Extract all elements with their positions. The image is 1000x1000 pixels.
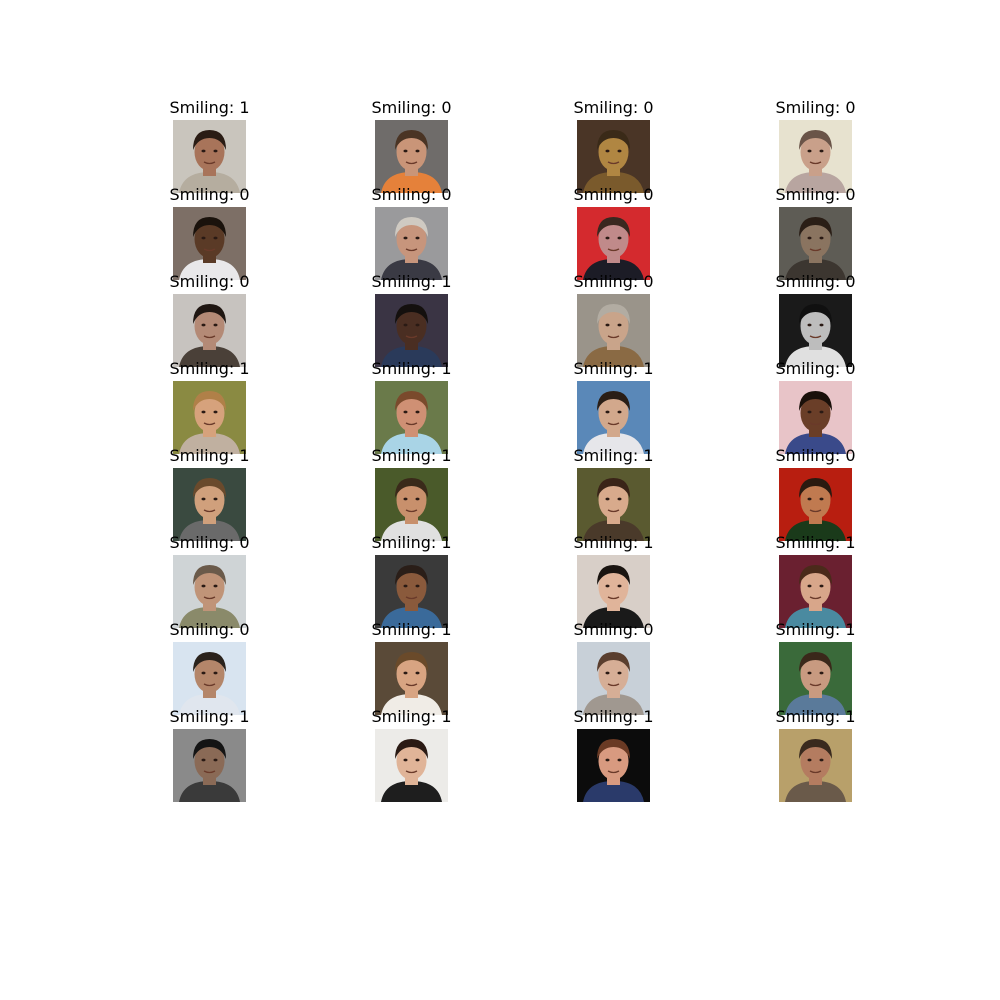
smiling-label: Smiling: 0 bbox=[573, 620, 654, 639]
face-photo bbox=[577, 468, 650, 541]
face-tile bbox=[173, 381, 246, 454]
smiling-label: Smiling: 0 bbox=[371, 185, 452, 204]
face-tile bbox=[779, 555, 852, 628]
smiling-label: Smiling: 1 bbox=[169, 98, 250, 117]
smiling-label: Smiling: 1 bbox=[169, 707, 250, 726]
face-tile bbox=[173, 642, 246, 715]
face-tile bbox=[577, 294, 650, 367]
face-photo bbox=[375, 555, 448, 628]
face-tile bbox=[779, 729, 852, 802]
face-photo bbox=[577, 381, 650, 454]
smiling-label: Smiling: 1 bbox=[371, 359, 452, 378]
face-photo bbox=[375, 120, 448, 193]
face-photo bbox=[577, 729, 650, 802]
face-tile bbox=[375, 120, 448, 193]
face-tile bbox=[375, 294, 448, 367]
face-tile bbox=[173, 468, 246, 541]
face-tile bbox=[779, 381, 852, 454]
smiling-label: Smiling: 1 bbox=[775, 707, 856, 726]
face-photo bbox=[375, 294, 448, 367]
face-tile bbox=[173, 120, 246, 193]
smiling-label: Smiling: 0 bbox=[169, 185, 250, 204]
face-tile bbox=[779, 207, 852, 280]
face-tile bbox=[375, 207, 448, 280]
smiling-label: Smiling: 1 bbox=[371, 446, 452, 465]
face-photo bbox=[577, 555, 650, 628]
face-tile bbox=[577, 381, 650, 454]
smiling-label: Smiling: 0 bbox=[169, 620, 250, 639]
smiling-label: Smiling: 0 bbox=[169, 272, 250, 291]
smiling-label: Smiling: 1 bbox=[775, 620, 856, 639]
face-photo bbox=[779, 381, 852, 454]
face-photo bbox=[779, 120, 852, 193]
face-photo bbox=[173, 468, 246, 541]
face-tile bbox=[375, 555, 448, 628]
smiling-label: Smiling: 0 bbox=[371, 98, 452, 117]
smiling-label: Smiling: 0 bbox=[169, 533, 250, 552]
smiling-label: Smiling: 1 bbox=[371, 707, 452, 726]
smiling-label: Smiling: 0 bbox=[573, 98, 654, 117]
face-photo bbox=[173, 294, 246, 367]
face-tile bbox=[577, 729, 650, 802]
face-photo bbox=[375, 468, 448, 541]
face-photo bbox=[173, 729, 246, 802]
smiling-label: Smiling: 1 bbox=[371, 620, 452, 639]
smiling-label: Smiling: 0 bbox=[775, 446, 856, 465]
face-tile bbox=[779, 468, 852, 541]
smiling-label: Smiling: 0 bbox=[775, 359, 856, 378]
smiling-label: Smiling: 1 bbox=[573, 707, 654, 726]
smiling-label: Smiling: 1 bbox=[775, 533, 856, 552]
face-photo bbox=[779, 294, 852, 367]
smiling-label: Smiling: 0 bbox=[573, 185, 654, 204]
face-tile bbox=[577, 468, 650, 541]
smiling-label: Smiling: 0 bbox=[775, 185, 856, 204]
face-photo bbox=[173, 120, 246, 193]
face-tile bbox=[375, 468, 448, 541]
face-tile bbox=[375, 381, 448, 454]
face-tile bbox=[173, 555, 246, 628]
smiling-label: Smiling: 1 bbox=[573, 359, 654, 378]
smiling-label: Smiling: 1 bbox=[169, 359, 250, 378]
face-photo bbox=[577, 294, 650, 367]
face-photo bbox=[779, 207, 852, 280]
face-photo bbox=[577, 207, 650, 280]
smiling-label: Smiling: 1 bbox=[573, 446, 654, 465]
smiling-label: Smiling: 1 bbox=[371, 533, 452, 552]
face-tile bbox=[173, 729, 246, 802]
face-tile bbox=[375, 729, 448, 802]
face-tile bbox=[577, 207, 650, 280]
smiling-label: Smiling: 0 bbox=[775, 272, 856, 291]
face-tile bbox=[577, 120, 650, 193]
smiling-label: Smiling: 0 bbox=[775, 98, 856, 117]
smiling-label: Smiling: 1 bbox=[169, 446, 250, 465]
face-photo bbox=[375, 642, 448, 715]
smiling-label: Smiling: 0 bbox=[573, 272, 654, 291]
face-tile bbox=[577, 555, 650, 628]
face-photo bbox=[779, 468, 852, 541]
face-tile bbox=[779, 294, 852, 367]
face-photo bbox=[375, 381, 448, 454]
smiling-label: Smiling: 1 bbox=[573, 533, 654, 552]
face-tile bbox=[577, 642, 650, 715]
smiling-label: Smiling: 1 bbox=[371, 272, 452, 291]
face-photo bbox=[173, 381, 246, 454]
face-tile bbox=[173, 294, 246, 367]
face-photo bbox=[577, 120, 650, 193]
face-photo bbox=[173, 642, 246, 715]
face-tile bbox=[375, 642, 448, 715]
face-photo bbox=[375, 207, 448, 280]
face-photo bbox=[173, 207, 246, 280]
face-photo bbox=[577, 642, 650, 715]
face-photo bbox=[173, 555, 246, 628]
face-photo bbox=[779, 729, 852, 802]
face-photo bbox=[779, 555, 852, 628]
face-photo bbox=[779, 642, 852, 715]
face-tile bbox=[779, 642, 852, 715]
face-photo bbox=[375, 729, 448, 802]
face-tile bbox=[779, 120, 852, 193]
face-tile bbox=[173, 207, 246, 280]
